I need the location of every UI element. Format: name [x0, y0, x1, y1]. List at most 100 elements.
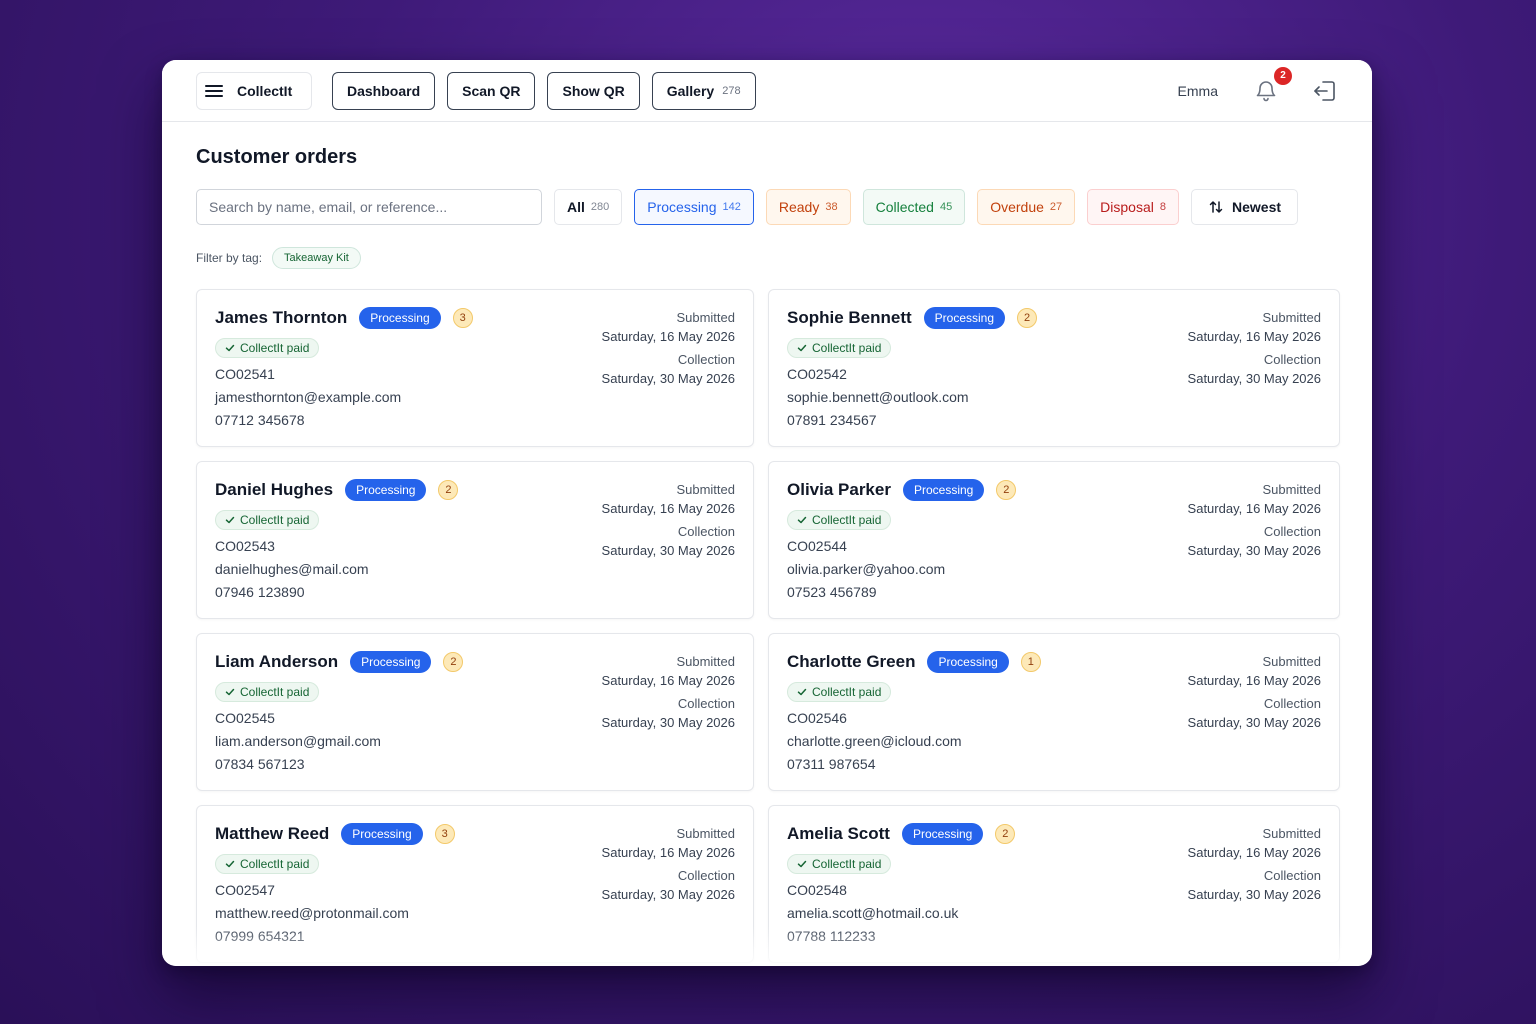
collection-label: Collection [1263, 524, 1321, 539]
status-badge: Processing [923, 307, 1006, 329]
customer-name: Charlotte Green [787, 652, 916, 671]
submitted-label: Submitted [676, 310, 735, 325]
order-dates: Submitted Saturday, 16 May 2026 Collecti… [1188, 824, 1321, 904]
submitted-date: Saturday, 16 May 2026 [1187, 329, 1321, 344]
collection-label: Collection [1263, 352, 1321, 367]
filter-disposal[interactable]: Disposal 8 [1087, 189, 1179, 225]
check-icon [225, 860, 235, 868]
filter-count: 8 [1159, 201, 1166, 213]
collection-label: Collection [1263, 868, 1321, 883]
order-reference: CO02543 [215, 538, 275, 554]
order-card[interactable]: James Thornton Processing 3 CollectIt pa… [196, 289, 754, 447]
logout-button[interactable] [1312, 78, 1338, 104]
app-window: CollectIt Dashboard Scan QR Show QR Gall… [162, 60, 1372, 966]
order-card[interactable]: Amelia Scott Processing 2 CollectIt paid… [768, 805, 1340, 963]
customer-phone: 07712 345678 [215, 412, 305, 428]
paid-badge: CollectIt paid [787, 510, 892, 530]
submitted-date: Saturday, 16 May 2026 [1187, 845, 1321, 860]
gallery-count: 278 [722, 84, 741, 97]
item-count-badge: 2 [1017, 308, 1038, 328]
check-icon [225, 344, 235, 352]
notifications-button[interactable]: 2 [1254, 66, 1292, 103]
tag-filter-label: Filter by tag: [196, 251, 263, 265]
status-badge: Processing [901, 823, 984, 845]
submitted-date: Saturday, 16 May 2026 [601, 845, 735, 860]
top-bar: CollectIt Dashboard Scan QR Show QR Gall… [162, 60, 1372, 122]
search-input[interactable] [196, 189, 542, 225]
notification-badge: 2 [1274, 66, 1292, 85]
order-reference: CO02541 [215, 366, 275, 382]
filter-count: 142 [722, 201, 741, 213]
order-reference: CO02542 [787, 366, 847, 382]
order-card[interactable]: Daniel Hughes Processing 2 CollectIt pai… [196, 461, 754, 619]
nav-label: Show QR [562, 82, 625, 99]
filter-overdue[interactable]: Overdue 27 [977, 189, 1076, 225]
order-reference: CO02548 [787, 882, 847, 898]
customer-phone: 07834 567123 [215, 756, 305, 772]
user-name[interactable]: Emma [1177, 82, 1218, 99]
menu-button[interactable]: CollectIt [196, 71, 312, 110]
submitted-label: Submitted [676, 482, 735, 497]
hamburger-icon [205, 84, 223, 97]
order-card[interactable]: Charlotte Green Processing 1 CollectIt p… [768, 633, 1340, 791]
collection-date: Saturday, 30 May 2026 [601, 543, 735, 558]
order-card[interactable]: Liam Anderson Processing 2 CollectIt pai… [196, 633, 754, 791]
filter-collected[interactable]: Collected 45 [862, 189, 966, 225]
collection-label: Collection [677, 524, 735, 539]
tag-chip[interactable]: Takeaway Kit [272, 247, 361, 269]
order-card[interactable]: Olivia Parker Processing 2 CollectIt pai… [768, 461, 1340, 619]
nav-label: Scan QR [462, 82, 521, 99]
customer-name: Amelia Scott [787, 824, 890, 843]
paid-badge: CollectIt paid [215, 854, 320, 874]
nav-dashboard-button[interactable]: Dashboard [332, 71, 436, 110]
order-card[interactable]: Matthew Reed Processing 3 CollectIt paid… [196, 805, 754, 963]
submitted-date: Saturday, 16 May 2026 [1187, 501, 1321, 516]
order-card[interactable]: Sophie Bennett Processing 2 CollectIt pa… [768, 289, 1340, 447]
paid-badge: CollectIt paid [215, 510, 320, 530]
filter-ready[interactable]: Ready 38 [765, 189, 851, 225]
item-count-badge: 1 [1020, 652, 1041, 672]
collection-label: Collection [677, 868, 735, 883]
main-content: Customer orders All 280 Processing 142 R… [162, 122, 1372, 963]
collection-date: Saturday, 30 May 2026 [1187, 543, 1321, 558]
submitted-date: Saturday, 16 May 2026 [601, 501, 735, 516]
order-dates: Submitted Saturday, 16 May 2026 Collecti… [602, 480, 735, 560]
collection-label: Collection [677, 696, 735, 711]
item-count-badge: 3 [452, 308, 473, 328]
paid-label: CollectIt paid [240, 341, 310, 355]
page-title: Customer orders [196, 146, 358, 168]
submitted-date: Saturday, 16 May 2026 [601, 329, 735, 344]
check-icon [797, 516, 807, 524]
order-dates: Submitted Saturday, 16 May 2026 Collecti… [602, 652, 735, 732]
collection-date: Saturday, 30 May 2026 [601, 715, 735, 730]
order-reference: CO02547 [215, 882, 275, 898]
order-reference: CO02546 [787, 710, 847, 726]
customer-phone: 07523 456789 [787, 584, 877, 600]
nav-show-qr-button[interactable]: Show QR [547, 71, 640, 110]
paid-badge: CollectIt paid [787, 854, 892, 874]
customer-name: Olivia Parker [787, 480, 891, 499]
filter-label: Overdue [990, 199, 1044, 215]
order-dates: Submitted Saturday, 16 May 2026 Collecti… [1188, 480, 1321, 560]
customer-email: jamesthornton@example.com [215, 389, 402, 405]
sort-arrows-icon [1209, 201, 1223, 213]
filter-processing[interactable]: Processing 142 [634, 189, 754, 225]
filter-bar: All 280 Processing 142 Ready 38 Collecte… [196, 189, 1338, 225]
check-icon [797, 344, 807, 352]
submitted-label: Submitted [1262, 654, 1321, 669]
status-badge: Processing [359, 307, 441, 329]
status-badge: Processing [927, 651, 1009, 673]
customer-name: James Thornton [215, 308, 348, 327]
paid-badge: CollectIt paid [787, 682, 892, 702]
check-icon [225, 688, 235, 696]
nav-gallery-button[interactable]: Gallery 278 [651, 71, 756, 110]
paid-label: CollectIt paid [812, 685, 882, 699]
item-count-badge: 2 [443, 652, 464, 672]
nav-scan-qr-button[interactable]: Scan QR [447, 71, 536, 110]
sort-label: Newest [1232, 199, 1282, 215]
filter-all[interactable]: All 280 [554, 189, 623, 225]
sort-button[interactable]: Newest [1191, 189, 1299, 225]
customer-name: Daniel Hughes [215, 480, 334, 499]
status-badge: Processing [345, 479, 427, 501]
paid-badge: CollectIt paid [215, 682, 320, 702]
